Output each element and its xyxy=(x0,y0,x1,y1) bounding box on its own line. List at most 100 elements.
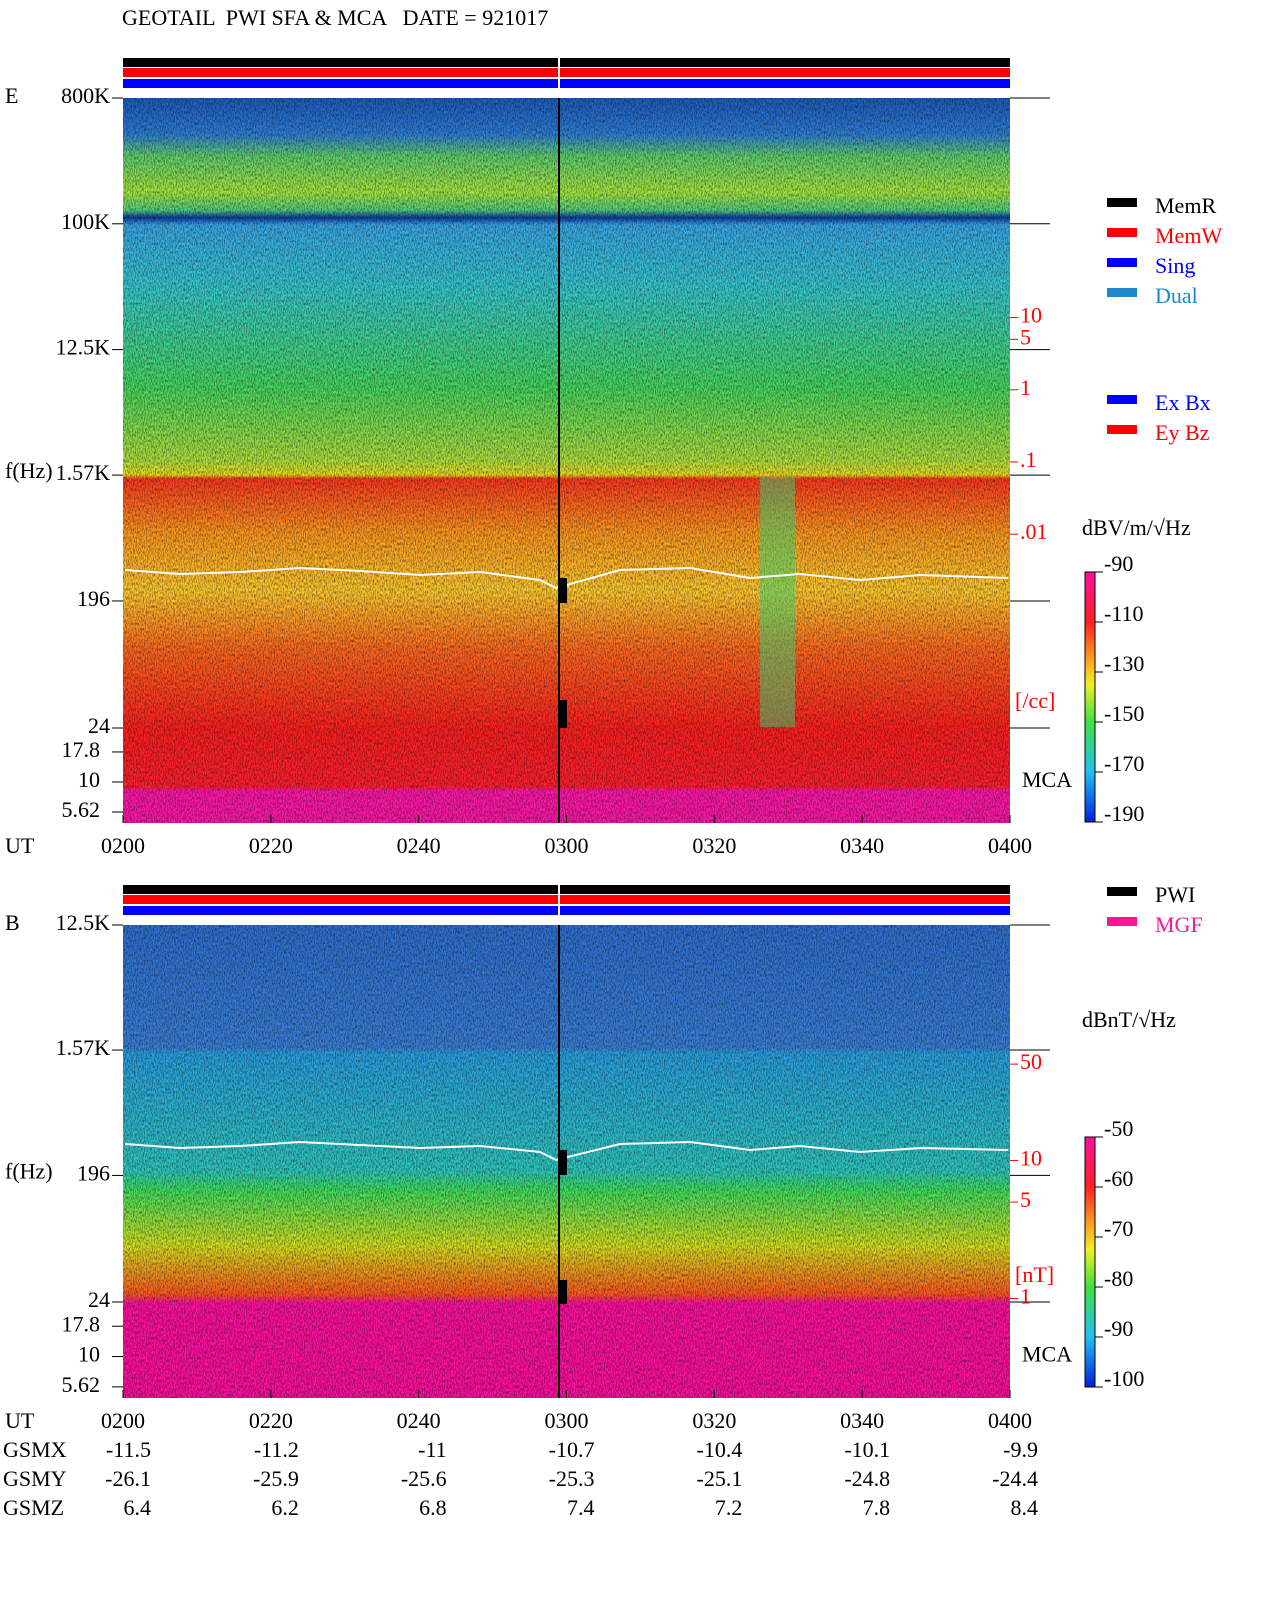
orbit-value: -10.7 xyxy=(549,1437,595,1462)
orbit-value: -25.6 xyxy=(401,1466,447,1491)
x-tick-label: 0320 xyxy=(692,833,736,858)
spectrogram-feature xyxy=(760,477,795,727)
y2-tick-label: 1 xyxy=(1020,1284,1031,1309)
y2-tick-label: 5 xyxy=(1020,1187,1031,1212)
colorbar xyxy=(1084,1136,1096,1388)
legend-swatch xyxy=(1107,917,1137,926)
orbit-value: -25.3 xyxy=(549,1466,595,1491)
y-tick-label: 10 xyxy=(78,767,100,792)
status-bar xyxy=(123,79,1010,88)
colorbar-tick-label: -130 xyxy=(1104,651,1144,676)
y-tick-label: 5.62 xyxy=(62,797,101,822)
colorbar-tick-label: -150 xyxy=(1104,701,1144,726)
legend-swatch xyxy=(1107,228,1137,237)
y-tick-label: 10 xyxy=(78,1342,100,1367)
orbit-value: -25.1 xyxy=(697,1466,743,1491)
legend-swatch xyxy=(1107,395,1137,404)
y2-tick-label: .1 xyxy=(1020,447,1037,472)
status-bar xyxy=(123,906,1010,915)
colorbar-tick-label: -90 xyxy=(1104,551,1133,576)
orbit-value: 7.4 xyxy=(567,1495,595,1520)
legend-label: Dual xyxy=(1155,283,1198,308)
colorbar-tick-label: -190 xyxy=(1104,801,1144,826)
orbit-value: 6.8 xyxy=(419,1495,447,1520)
orbit-value: 6.2 xyxy=(271,1495,299,1520)
legend-label: MemR xyxy=(1155,193,1216,218)
orbit-value: -25.9 xyxy=(253,1466,299,1491)
x-tick-label: 0400 xyxy=(988,1408,1032,1433)
legend-label: Ey Bz xyxy=(1155,420,1210,445)
data-gap xyxy=(559,1280,567,1304)
data-gap xyxy=(559,578,567,603)
y-tick-label: 24 xyxy=(88,713,110,738)
y-tick-label: 12.5K xyxy=(56,335,111,360)
y2-tick-label: 10 xyxy=(1020,1146,1042,1171)
y2-tick-label: 10 xyxy=(1020,303,1042,328)
colorbar-label: dBnT/√Hz xyxy=(1082,1007,1176,1032)
x-tick-label: 0240 xyxy=(397,833,441,858)
colorbar-tick-label: -110 xyxy=(1104,601,1144,626)
x-tick-label: 0340 xyxy=(840,1408,884,1433)
mca-label: MCA xyxy=(1022,767,1072,792)
data-gap xyxy=(559,700,567,728)
colorbar-tick-label: -80 xyxy=(1104,1266,1133,1291)
orbit-value: -10.1 xyxy=(844,1437,890,1462)
y-tick-label: 800K xyxy=(61,83,110,108)
panel-label: B xyxy=(5,910,20,935)
cyclotron-line xyxy=(124,566,1009,590)
orbit-value: 7.8 xyxy=(863,1495,891,1520)
orbit-label: GSMX xyxy=(3,1437,67,1462)
x-tick-label: 0240 xyxy=(397,1408,441,1433)
x-axis-label: UT xyxy=(5,1408,35,1433)
x-tick-label: 0320 xyxy=(692,1408,736,1433)
legend-swatch xyxy=(1107,258,1137,267)
legend-swatch xyxy=(1107,887,1137,896)
y-tick-label: 17.8 xyxy=(62,737,101,762)
colorbar-tick-label: -50 xyxy=(1104,1116,1133,1141)
y2-axis-label: [/cc] xyxy=(1015,688,1055,713)
orbit-value: -11.2 xyxy=(254,1437,299,1462)
x-axis-label: UT xyxy=(5,833,35,858)
legend-swatch xyxy=(1107,198,1137,207)
y-axis-label: f(Hz) xyxy=(5,1159,53,1184)
x-tick-label: 0220 xyxy=(249,1408,293,1433)
status-bar xyxy=(123,895,1010,904)
status-bar xyxy=(123,885,1010,894)
x-tick-label: 0300 xyxy=(545,833,589,858)
orbit-value: -24.4 xyxy=(992,1466,1038,1491)
orbit-value: -11 xyxy=(418,1437,447,1462)
legend-label: Ex Bx xyxy=(1155,390,1211,415)
x-tick-label: 0300 xyxy=(545,1408,589,1433)
x-tick-label: 0200 xyxy=(101,1408,145,1433)
colorbar xyxy=(1084,571,1096,823)
colorbar-tick-label: -60 xyxy=(1104,1166,1133,1191)
status-bar xyxy=(123,68,1010,77)
y-tick-label: 1.57K xyxy=(56,1035,111,1060)
orbit-label: GSMY xyxy=(3,1466,67,1491)
y-axis-label: f(Hz) xyxy=(5,458,53,483)
y2-tick-label: .01 xyxy=(1020,519,1048,544)
colorbar-tick-label: -70 xyxy=(1104,1216,1133,1241)
y2-tick-label: 50 xyxy=(1020,1049,1042,1074)
legend-swatch xyxy=(1107,288,1137,297)
orbit-value: -26.1 xyxy=(105,1466,151,1491)
mca-label: MCA xyxy=(1022,1342,1072,1367)
y-tick-label: 17.8 xyxy=(62,1311,101,1336)
x-tick-label: 0200 xyxy=(101,833,145,858)
legend-label: Sing xyxy=(1155,253,1195,278)
y-tick-label: 100K xyxy=(61,209,110,234)
legend-label: MGF xyxy=(1155,912,1203,937)
cyclotron-line xyxy=(124,1140,1009,1162)
orbit-value: -11.5 xyxy=(106,1437,151,1462)
orbit-value: 7.2 xyxy=(715,1495,743,1520)
data-gap xyxy=(559,1150,567,1175)
status-bar xyxy=(123,58,1010,67)
orbit-value: -10.4 xyxy=(697,1437,743,1462)
orbit-value: 8.4 xyxy=(1011,1495,1039,1520)
legend-label: MemW xyxy=(1155,223,1222,248)
orbit-value: -24.8 xyxy=(844,1466,890,1491)
y-tick-label: 196 xyxy=(77,1160,110,1185)
chart-title: GEOTAIL PWI SFA & MCA DATE = 921017 xyxy=(122,5,548,30)
x-tick-label: 0400 xyxy=(988,833,1032,858)
